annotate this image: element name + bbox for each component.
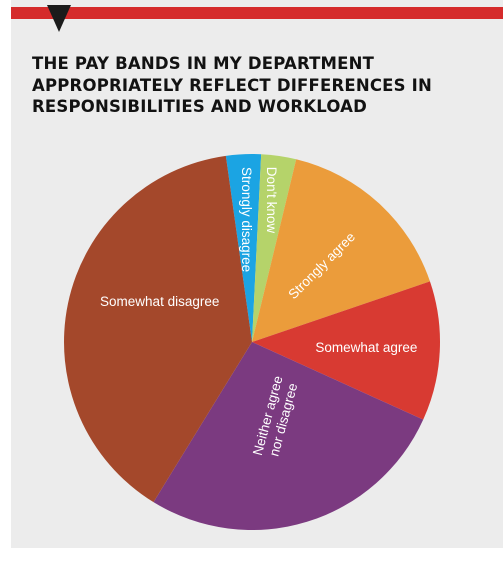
pie-slice-don-t-know	[252, 154, 297, 342]
pie-slice-somewhat-agree	[252, 281, 441, 420]
slice-label: Somewhat disagree	[100, 294, 219, 309]
pie-slice-strongly-agree	[252, 159, 430, 342]
slice-label: Strongly disagree	[239, 167, 254, 272]
pie-slice-somewhat-disagree	[64, 155, 252, 503]
top-accent-bar	[11, 7, 503, 19]
chart-title: THE PAY BANDS IN MY DEPARTMENT APPROPRIA…	[32, 54, 433, 116]
slice-label: Somewhat agree	[315, 340, 417, 355]
pie-slice-neither-agree-nor-disagree	[153, 342, 424, 530]
slice-label: Don't know	[264, 167, 279, 234]
pie-slice-strongly-disagree	[225, 153, 262, 342]
triangle-marker-icon	[47, 5, 71, 32]
pie-slices	[64, 153, 441, 530]
